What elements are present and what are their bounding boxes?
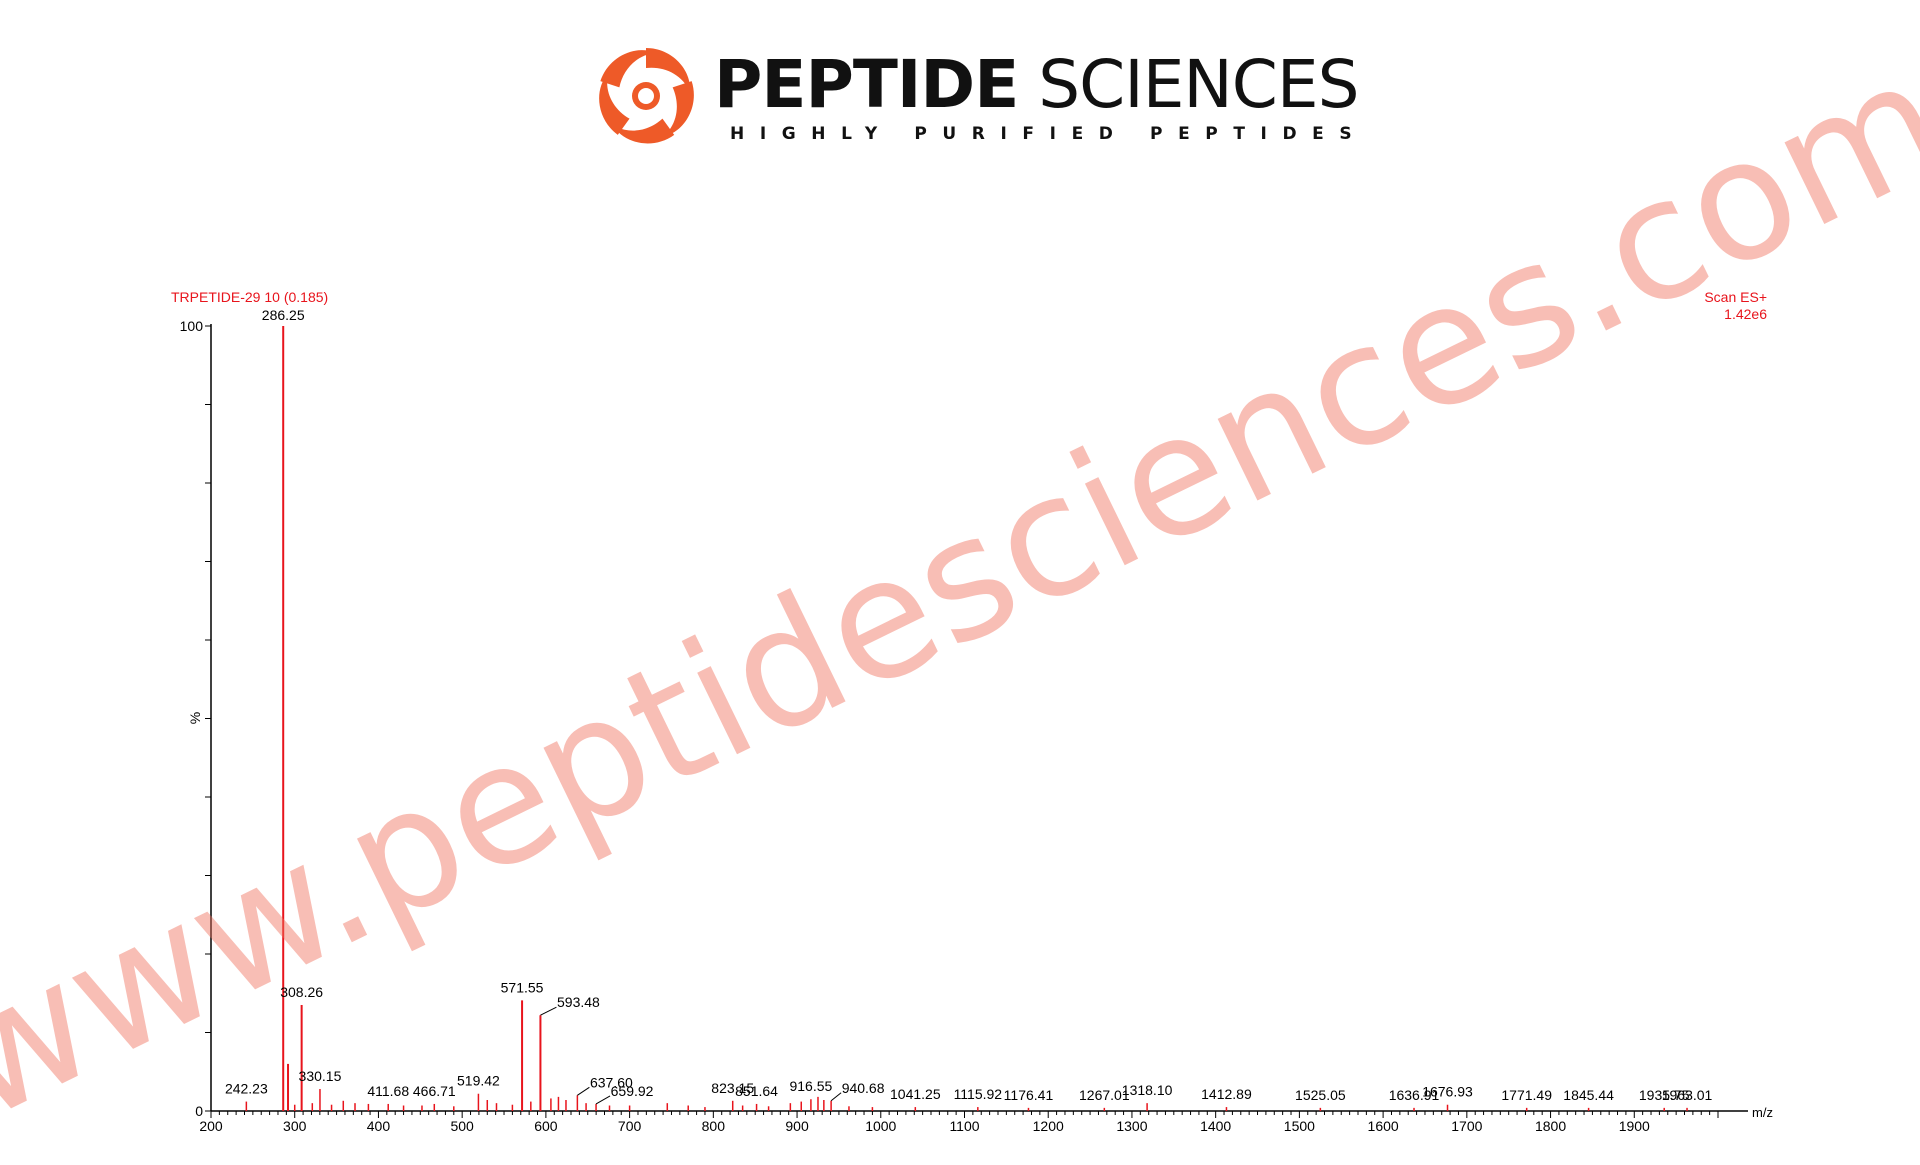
- intensity-label: 1.42e6: [1724, 306, 1767, 322]
- peak-label: 1636.91: [1389, 1087, 1440, 1103]
- brand-name-bold: PEPTIDE: [714, 46, 1019, 123]
- peak-label: 571.55: [501, 979, 544, 995]
- peak-label-leader: [595, 1095, 611, 1105]
- peak-label: 1676.93: [1422, 1084, 1473, 1100]
- peak-label: 330.15: [299, 1068, 342, 1084]
- x-tick-label: 1200: [1033, 1118, 1064, 1134]
- peak-label: 823.15: [711, 1080, 754, 1096]
- peak-label: 411.68: [367, 1083, 409, 1099]
- peak-label: 1267.01: [1079, 1087, 1130, 1103]
- peak-label: 1845.44: [1563, 1087, 1614, 1103]
- brand-name: PEPTIDE SCIENCES: [714, 46, 1359, 123]
- peak-label: 308.26: [280, 984, 323, 1000]
- x-tick-label: 1800: [1535, 1118, 1566, 1134]
- x-tick-label: 500: [450, 1118, 474, 1134]
- brand-name-light: SCIENCES: [1038, 46, 1359, 123]
- scan-mode-label: Scan ES+: [1704, 289, 1767, 305]
- peak-label: 1041.25: [890, 1086, 941, 1102]
- chart-title: TRPETIDE-29 10 (0.185): [171, 289, 329, 305]
- y-axis-label: %: [187, 712, 203, 724]
- peak-label: 519.42: [457, 1073, 500, 1089]
- x-tick-label: 900: [785, 1118, 809, 1134]
- x-tick-label: 300: [283, 1118, 307, 1134]
- peak-label: 1412.89: [1201, 1086, 1252, 1102]
- peak-label: 659.92: [611, 1083, 654, 1099]
- peak-label: 466.71: [413, 1083, 456, 1099]
- x-tick-label: 1000: [865, 1118, 896, 1134]
- peak-label: 637.60: [590, 1074, 633, 1090]
- x-tick-label: 800: [702, 1118, 726, 1134]
- peak-label-leader: [830, 1092, 842, 1102]
- x-tick-label: 200: [199, 1118, 223, 1134]
- x-tick-label: 1300: [1116, 1118, 1147, 1134]
- peak-label: 1963.01: [1662, 1087, 1713, 1103]
- x-tick-label: 700: [618, 1118, 642, 1134]
- peak-label: 1771.49: [1501, 1087, 1552, 1103]
- x-tick-label: 1100: [949, 1118, 979, 1134]
- x-axis-label: m/z: [1752, 1105, 1773, 1120]
- peak-label: 851.64: [735, 1083, 778, 1099]
- brand-logo-icon: [599, 48, 694, 144]
- peak-label-leader: [540, 1006, 557, 1016]
- peak-label-leader: [577, 1086, 590, 1096]
- x-tick-label: 1400: [1200, 1118, 1231, 1134]
- peak-label: 1176.41: [1004, 1087, 1054, 1103]
- y-tick-label: 0: [195, 1103, 203, 1119]
- peak-label: 1115.92: [954, 1086, 1003, 1102]
- peak-label: 1318.10: [1122, 1082, 1173, 1098]
- x-tick-label: 400: [367, 1118, 391, 1134]
- x-tick-label: 1500: [1284, 1118, 1315, 1134]
- peak-label: 916.55: [789, 1078, 832, 1094]
- peak-label: 940.68: [842, 1080, 885, 1096]
- peak-label: 286.25: [262, 307, 305, 323]
- x-tick-label: 1700: [1451, 1118, 1482, 1134]
- x-tick-label: 600: [534, 1118, 558, 1134]
- y-tick-label: 100: [180, 318, 204, 334]
- peak-label: 242.23: [225, 1081, 268, 1097]
- x-tick-label: 1600: [1368, 1118, 1399, 1134]
- peak-label: 593.48: [557, 994, 600, 1010]
- peak-label: 1525.05: [1295, 1087, 1346, 1103]
- brand-tagline: HIGHLY PURIFIED PEPTIDES: [730, 124, 1368, 144]
- x-tick-label: 1900: [1619, 1118, 1650, 1134]
- peak-label: 1935.75: [1639, 1087, 1690, 1103]
